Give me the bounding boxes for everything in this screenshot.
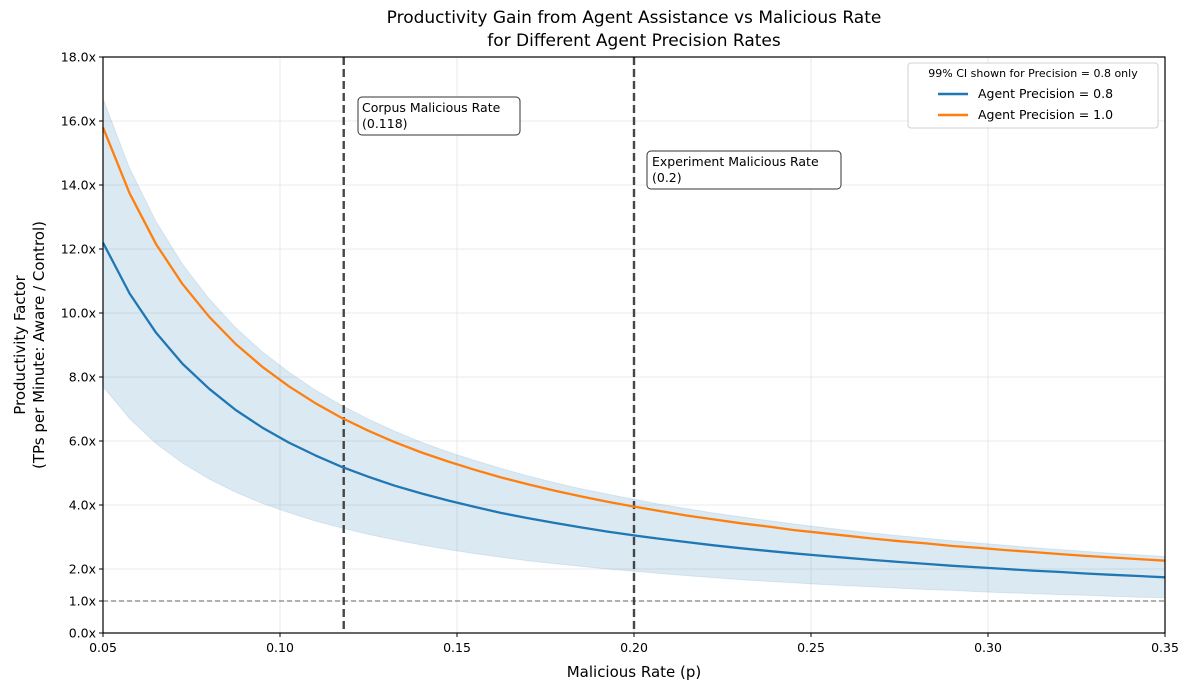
annotation-experiment-rate: Experiment Malicious Rate (0.2)	[646, 150, 842, 190]
annotation-corpus-rate: Corpus Malicious Rate (0.118)	[357, 96, 521, 136]
annotation-experiment-box	[646, 150, 842, 190]
x-axis-ticks: 0.05 0.10 0.15 0.20 0.25 0.30 0.35	[89, 633, 1179, 655]
x-tick-label: 0.30	[974, 640, 1002, 655]
legend-title: 99% CI shown for Precision = 0.8 only	[928, 67, 1138, 80]
x-tick-label: 0.10	[266, 640, 294, 655]
annotation-experiment-value: (0.2)	[652, 170, 682, 185]
annotation-corpus-value: (0.118)	[362, 116, 408, 131]
y-tick-label: 2.0x	[69, 562, 96, 577]
chart-title: Productivity Gain from Agent Assistance …	[387, 8, 882, 28]
annotation-corpus-label: Corpus Malicious Rate	[362, 100, 501, 115]
x-tick-label: 0.35	[1151, 640, 1179, 655]
legend-label-precision-0.8: Agent Precision = 0.8	[978, 86, 1113, 101]
x-axis-label: Malicious Rate (p)	[567, 663, 702, 681]
series-precision-0.8	[101, 242, 1166, 579]
legend-box	[907, 62, 1159, 129]
y-axis-label: Productivity Factor	[11, 274, 29, 414]
reference-lines	[103, 57, 1165, 633]
y-tick-label: 14.0x	[61, 178, 96, 193]
x-tick-label: 0.15	[443, 640, 471, 655]
legend: 99% CI shown for Precision = 0.8 only Ag…	[907, 62, 1159, 129]
annotation-experiment-label: Experiment Malicious Rate	[652, 154, 819, 169]
series-group	[101, 126, 1166, 579]
x-tick-label: 0.20	[620, 640, 648, 655]
y-tick-label: 18.0x	[61, 50, 96, 65]
y-tick-label: 10.0x	[61, 306, 96, 321]
y-axis-label-units: (TPs per Minute: Aware / Control)	[30, 221, 48, 469]
y-tick-label: 6.0x	[69, 434, 96, 449]
series-precision-1.0	[101, 126, 1166, 562]
x-tick-label: 0.25	[797, 640, 825, 655]
annotation-corpus-box	[357, 96, 521, 136]
y-tick-label: 12.0x	[61, 242, 96, 257]
y-axis-ticks: 0.0x 1.0x 2.0x 4.0x 6.0x 8.0x 10.0x 12.0x 14.0x 1…	[61, 50, 103, 641]
y-tick-label: 1.0x	[69, 594, 96, 609]
y-tick-label: 0.0x	[69, 626, 96, 641]
y-tick-label: 8.0x	[69, 370, 96, 385]
series-line	[101, 242, 1166, 579]
x-tick-label: 0.05	[89, 640, 117, 655]
annotations: Corpus Malicious Rate (0.118) Experiment…	[357, 96, 842, 190]
y-tick-label: 16.0x	[61, 114, 96, 129]
series-line	[101, 126, 1166, 562]
y-tick-label: 4.0x	[69, 498, 96, 513]
chart-subtitle: for Different Agent Precision Rates	[487, 31, 781, 51]
legend-label-precision-1.0: Agent Precision = 1.0	[978, 107, 1113, 122]
